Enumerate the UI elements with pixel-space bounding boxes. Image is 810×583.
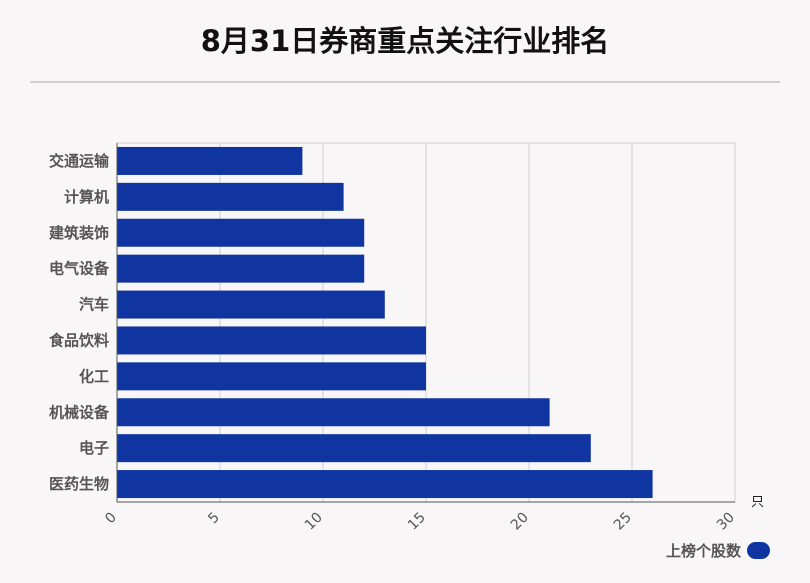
category-label: 汽车 [79, 296, 109, 314]
category-label: 食品饮料 [49, 331, 109, 349]
x-tick-label: 0 [102, 510, 120, 528]
x-tick-label: 20 [508, 510, 532, 534]
x-tick-label: 10 [302, 510, 326, 534]
category-label: 交通运输 [49, 152, 110, 170]
bar [117, 326, 426, 355]
legend-label: 上榜个股数 [665, 542, 741, 560]
x-tick-label: 30 [714, 510, 738, 534]
bar [117, 290, 385, 319]
category-label: 计算机 [64, 188, 109, 206]
x-tick-label: 25 [611, 510, 635, 534]
bar [117, 218, 365, 247]
category-label: 化工 [79, 367, 109, 385]
bar [117, 362, 426, 391]
legend: 上榜个股数 [666, 540, 770, 561]
x-tick-label: 15 [405, 510, 429, 534]
bar [117, 182, 344, 211]
bar [117, 146, 303, 175]
bar [117, 398, 550, 427]
x-unit-label: 只 [751, 495, 764, 510]
category-label: 电气设备 [49, 260, 110, 278]
category-label: 医药生物 [49, 475, 109, 493]
category-label: 机械设备 [49, 403, 110, 421]
chart-title: 8月31日券商重点关注行业排名 [200, 24, 610, 58]
legend-swatch [747, 542, 770, 559]
category-label: 电子 [79, 439, 109, 457]
bar [117, 470, 653, 499]
category-label: 建筑装饰 [49, 224, 109, 242]
bar [117, 434, 591, 463]
x-tick-label: 5 [205, 510, 223, 528]
bar [117, 254, 365, 283]
title-divider [30, 81, 780, 83]
